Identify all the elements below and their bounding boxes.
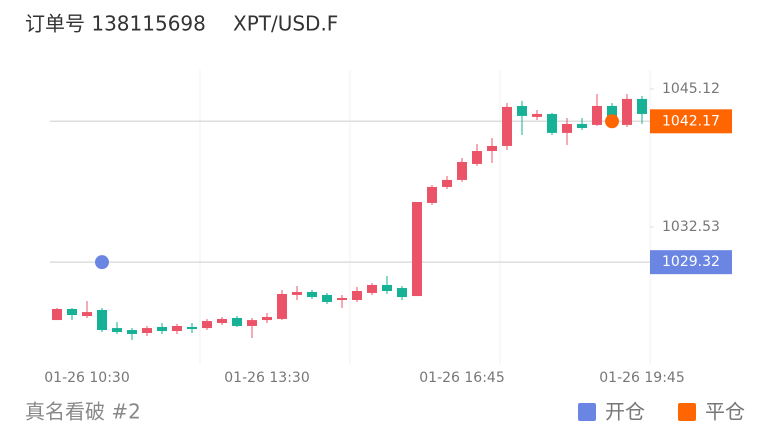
candle-body [67,308,77,316]
candle-body [322,294,332,302]
candle-body [292,291,302,295]
candle-body [382,284,392,292]
candle-body [607,105,617,119]
candle-body [337,298,347,300]
footer: 真名看破 #2 [25,400,141,424]
candle-body [262,316,272,321]
trade-marker [605,114,619,129]
y-tick-label: 1032.53 [662,219,720,235]
candle-body [307,291,317,298]
candle-body [112,328,122,333]
candle-body [622,98,632,125]
candle-body [562,123,572,133]
candle-body [247,320,257,326]
candle-body [352,291,362,300]
candle-body [442,179,452,187]
candle-body [127,330,137,334]
candle-body [457,161,467,180]
candle-body [172,325,182,332]
price-tag [650,109,732,134]
candle-body [637,98,647,114]
chart-title: 订单号 138115698 [25,12,206,36]
candle-body [217,318,227,324]
price-tag-label: 1042.17 [662,113,720,129]
candle-body [487,145,497,152]
candle-body [532,113,542,117]
legend-label: 平仓 [705,400,745,424]
candle-body [52,308,62,321]
x-tick-label: 01-26 16:45 [419,370,504,386]
x-tick-label: 01-26 13:30 [224,370,309,386]
legend-label: 开仓 [605,400,645,424]
y-tick-label: 1045.12 [662,81,720,97]
candle-body [397,288,407,298]
candle-body [202,321,212,329]
candle-body [367,284,377,293]
candle-body [547,113,557,133]
candle-body [142,328,152,333]
candle-body [577,123,587,128]
candle-body [82,312,92,316]
price-tag [650,250,732,275]
candle-body [502,106,512,146]
legend-swatch [578,403,596,421]
trade-marker [95,255,109,270]
candle-body [427,186,437,203]
price-tag-label: 1029.32 [662,254,720,270]
candle-body [412,201,422,297]
candle-body [472,151,482,164]
candle-body [187,326,197,330]
candle-body [232,317,242,326]
candle-body [97,309,107,331]
candle-body [592,105,602,125]
x-tick-label: 01-26 19:45 [599,370,684,386]
x-tick-label: 01-26 10:30 [44,370,129,386]
candle-body [157,326,167,332]
candle-body [277,293,287,319]
symbol: XPT/USD.F [233,12,338,36]
legend-swatch [678,403,696,421]
candle-body [517,105,527,116]
